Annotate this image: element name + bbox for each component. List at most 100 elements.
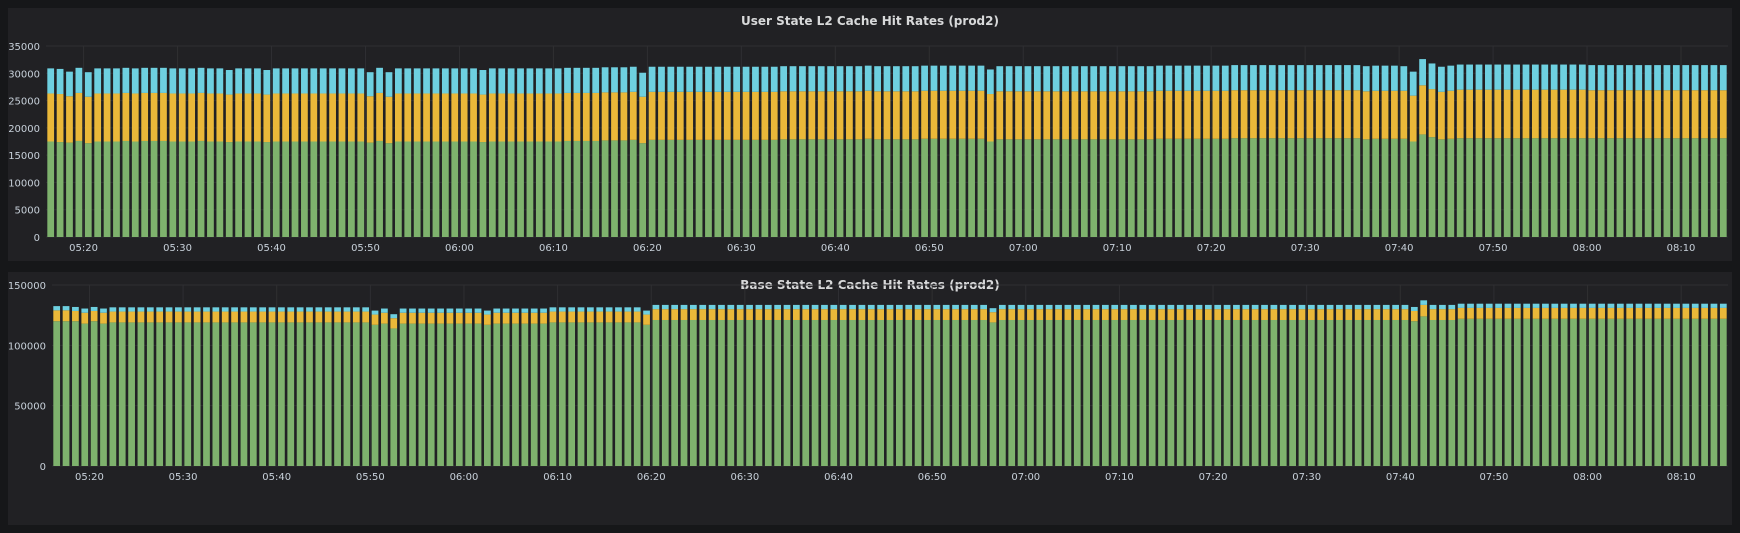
- bar-segment-series-0: [1531, 138, 1539, 237]
- bar-segment-series-0: [521, 323, 529, 466]
- bar-segment-series-1: [259, 311, 267, 323]
- bar-segment-series-0: [1287, 138, 1295, 237]
- bar-segment-series-1: [855, 91, 863, 140]
- bar-segment-series-1: [1439, 309, 1446, 320]
- bar-segment-series-0: [1099, 139, 1107, 237]
- bar-segment-series-1: [827, 91, 835, 140]
- bar-segment-series-1: [1111, 309, 1119, 320]
- bar-segment-series-2: [315, 307, 323, 312]
- bar-segment-series-0: [686, 139, 694, 237]
- bar-segment-series-0: [1691, 318, 1699, 466]
- bar-segment-series-2: [1233, 304, 1240, 310]
- bar-segment-series-2: [113, 68, 120, 94]
- bar-segment-series-0: [334, 322, 341, 466]
- bar-segment-series-2: [752, 66, 759, 92]
- bar-segment-series-2: [1494, 64, 1502, 90]
- bar-segment-series-2: [1165, 65, 1173, 91]
- bar-segment-series-0: [874, 139, 881, 237]
- bar-segment-series-0: [1045, 319, 1053, 466]
- bar-segment-series-2: [1429, 304, 1437, 310]
- bar-segment-series-0: [1279, 319, 1287, 466]
- bar-segment-series-2: [278, 307, 285, 312]
- bar-segment-series-2: [366, 72, 374, 97]
- bar-segment-series-2: [1345, 304, 1353, 310]
- bar-segment-series-0: [272, 141, 280, 237]
- bar-segment-series-0: [1588, 138, 1596, 237]
- bar-segment-series-1: [1261, 309, 1268, 320]
- bar-segment-series-0: [789, 139, 797, 237]
- bar-segment-series-1: [263, 94, 271, 143]
- bar-segment-series-0: [989, 322, 997, 466]
- bar-segment-series-0: [1673, 318, 1680, 466]
- bar-segment-series-1: [723, 91, 731, 140]
- bar-segment-series-0: [680, 319, 688, 466]
- bar-segment-series-2: [404, 68, 412, 94]
- bar-segment-series-2: [1701, 303, 1708, 308]
- bar-segment-series-1: [1550, 89, 1558, 139]
- bar-segment-series-2: [1635, 65, 1643, 91]
- bar-segment-series-0: [1109, 139, 1116, 237]
- bar-segment-series-0: [1513, 138, 1520, 237]
- x-tick-label: 07:40: [1385, 243, 1414, 254]
- y-tick-label: 15000: [8, 151, 40, 162]
- bar-segment-series-1: [1447, 90, 1455, 139]
- bar-segment-series-1: [484, 314, 491, 325]
- bar-segment-series-2: [764, 304, 772, 310]
- bar-segment-series-0: [980, 319, 988, 466]
- bar-segment-series-1: [895, 309, 903, 320]
- bar-segment-series-1: [874, 91, 881, 140]
- bar-segment-series-0: [652, 319, 660, 466]
- bar-segment-series-0: [362, 322, 370, 466]
- bar-segment-series-2: [1148, 304, 1156, 310]
- bar-segment-series-1: [512, 312, 519, 324]
- bar-segment-series-1: [573, 92, 581, 141]
- x-tick-label: 05:40: [262, 472, 291, 483]
- bar-segment-series-0: [1457, 318, 1465, 466]
- bar-segment-series-2: [1532, 303, 1540, 308]
- x-tick-label: 07:50: [1480, 472, 1509, 483]
- bar-segment-series-2: [1439, 304, 1446, 310]
- bar-segment-series-2: [1158, 304, 1165, 310]
- bar-segment-series-0: [582, 140, 590, 237]
- bar-segment-series-2: [1691, 303, 1699, 308]
- bar-segment-series-0: [1672, 138, 1680, 237]
- bar-segment-series-1: [348, 93, 355, 142]
- bar-segment-series-0: [175, 322, 182, 466]
- bar-segment-series-1: [1109, 91, 1116, 140]
- bar-segment-series-1: [661, 309, 669, 320]
- bar-segment-series-0: [1560, 138, 1567, 237]
- bar-segment-series-0: [324, 322, 332, 466]
- bar-segment-series-0: [1485, 318, 1493, 466]
- bar-segment-series-0: [446, 323, 454, 466]
- bar-segment-series-2: [109, 307, 117, 312]
- bar-segment-series-0: [1062, 139, 1069, 237]
- bar-segment-series-2: [545, 68, 553, 94]
- bar-segment-series-1: [1148, 309, 1156, 320]
- bar-segment-series-0: [310, 141, 318, 237]
- bar-segment-series-2: [1214, 304, 1222, 310]
- bar-segment-series-2: [652, 304, 660, 310]
- bar-segment-series-0: [1289, 319, 1296, 466]
- bar-segment-series-2: [1485, 64, 1492, 90]
- bar-segment-series-2: [390, 314, 398, 319]
- bar-segment-series-0: [530, 323, 538, 466]
- bar-segment-series-1: [836, 91, 844, 140]
- bar-segment-series-2: [94, 68, 102, 94]
- bar-segment-series-0: [930, 138, 938, 237]
- bar-segment-series-0: [1691, 138, 1699, 237]
- bar-segment-series-2: [1691, 65, 1699, 91]
- x-tick-label: 06:50: [915, 243, 944, 254]
- bar-segment-series-1: [1306, 90, 1314, 139]
- bar-segment-series-2: [839, 304, 847, 310]
- bar-segment-series-2: [587, 307, 594, 312]
- bar-segment-series-1: [146, 311, 154, 323]
- bar-segment-series-0: [1485, 138, 1492, 237]
- bar-segment-series-0: [512, 323, 519, 466]
- bar-segment-series-2: [914, 304, 922, 310]
- bar-segment-series-0: [1101, 319, 1109, 466]
- bar-segment-series-2: [249, 307, 257, 312]
- bar-segment-series-2: [259, 307, 267, 312]
- bar-segment-series-1: [1701, 90, 1708, 139]
- x-tick-label: 07:00: [1009, 243, 1038, 254]
